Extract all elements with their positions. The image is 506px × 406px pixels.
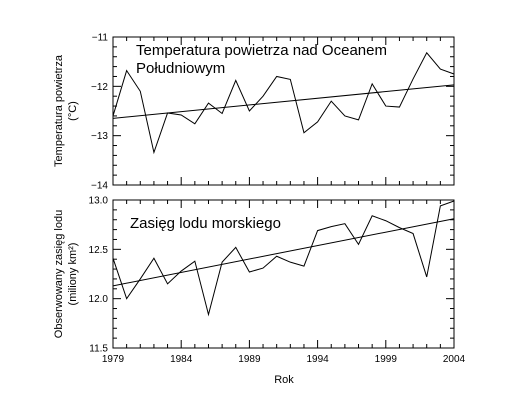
sea-ice-xtick-labels: 1979 1984 1989 1994 1999 2004 (102, 354, 466, 365)
sea-ice-trend-line (112, 218, 455, 287)
temperature-ylabel-line-2: (°C) (67, 101, 79, 121)
sea-ice-ylabel-line-2: (miliony km²) (67, 243, 79, 306)
sea-ice-ytick-label: 12.5 (89, 245, 109, 256)
sea-ice-xtick-label: 1999 (375, 354, 398, 365)
x-axis-title: Rok (274, 374, 294, 386)
temperature-ytick-label: −11 (92, 33, 109, 44)
temperature-ytick-label: −14 (91, 181, 108, 192)
temperature-panel-title-line-2: Południowym (136, 60, 225, 77)
temperature-plot-frame (112, 36, 455, 186)
temperature-ylabel-line-1: Temperatura powietrza (53, 54, 65, 167)
temperature-panel-title-line-1: Temperatura powietrza nad Oceanem (136, 42, 387, 59)
sea-ice-ytick-label: 11.5 (89, 344, 108, 355)
temperature-ticks (112, 36, 455, 186)
sea-ice-xtick-label: 1989 (238, 354, 261, 365)
sea-ice-ylabel-line-1: Obserwowany zasięg lodu (53, 210, 65, 338)
temperature-panel: −14 −13 −12 −11 Temperatura powietrza nad O… (53, 33, 455, 192)
sea-ice-ytick-label: 12.0 (89, 294, 109, 305)
temperature-ytick-labels: −14 −13 −12 −11 (91, 33, 108, 192)
sea-ice-panel-title: Zasięg lodu morskiego (130, 215, 281, 232)
sea-ice-xtick-label: 1984 (170, 354, 193, 365)
sea-ice-ytick-label: 13.0 (89, 196, 109, 207)
sea-ice-series-line (112, 200, 455, 317)
temperature-ytick-label: −12 (91, 82, 108, 93)
temperature-ytick-label: −13 (91, 131, 108, 142)
sea-ice-xtick-label: 2004 (443, 354, 466, 365)
sea-ice-xtick-label: 1994 (306, 354, 329, 365)
sea-ice-xtick-label: 1979 (102, 354, 125, 365)
sea-ice-plot-frame (112, 199, 455, 349)
temperature-trend-line (112, 84, 455, 119)
sea-ice-ytick-labels: 11.5 12.0 12.5 13.0 (89, 196, 109, 355)
sea-ice-panel: 11.5 12.0 12.5 13.0 1979 1984 1989 1994 1999 200… (53, 196, 466, 387)
